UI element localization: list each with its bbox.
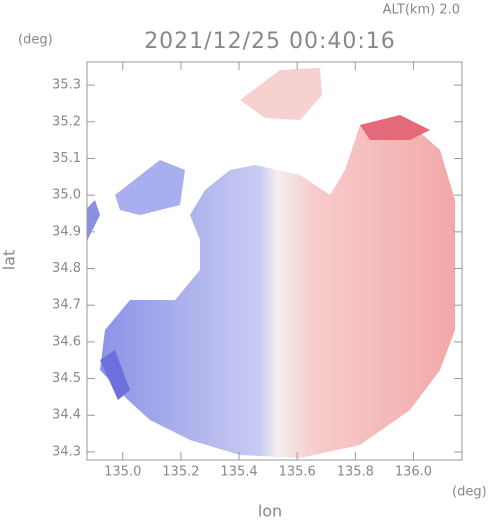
y-tick-label: 34.3 xyxy=(52,444,81,459)
x-tick-label: 135.2 xyxy=(162,465,199,480)
chart-title: 2021/12/25 00:40:16 xyxy=(144,29,396,54)
x-tick-label: 135.0 xyxy=(104,465,141,480)
echo xyxy=(360,115,430,140)
echo xyxy=(100,350,130,400)
radar-field xyxy=(87,68,455,458)
echo xyxy=(87,200,100,241)
y-axis-label: lat xyxy=(0,250,19,271)
x-tick-label: 135.4 xyxy=(220,465,257,480)
y-tick-label: 34.6 xyxy=(52,334,81,349)
y-tick-label: 34.7 xyxy=(52,298,81,313)
y-tick-label: 35.2 xyxy=(52,114,81,129)
echo xyxy=(115,160,185,215)
y-tick-label: 34.9 xyxy=(52,224,81,239)
y-tick-label: 35.0 xyxy=(52,188,81,203)
y-tick-label: 35.1 xyxy=(52,151,81,166)
x-axis-label: lon xyxy=(258,502,282,521)
y-tick-label: 34.5 xyxy=(52,371,81,386)
y-tick-label: 34.4 xyxy=(52,408,81,423)
y-tick-label: 35.3 xyxy=(52,78,81,93)
y-tick-label: 34.8 xyxy=(52,261,81,276)
x-tick-label: 136.0 xyxy=(395,465,432,480)
x-tick-label: 135.8 xyxy=(337,465,374,480)
plot-frame xyxy=(86,61,463,461)
x-unit: (deg) xyxy=(452,485,487,500)
x-tick-label: 135.6 xyxy=(279,465,316,480)
echo xyxy=(240,68,322,120)
altitude: ALT(km) 2.0 xyxy=(383,3,460,18)
y-unit: (deg) xyxy=(18,33,53,48)
velocity-area xyxy=(100,115,455,458)
